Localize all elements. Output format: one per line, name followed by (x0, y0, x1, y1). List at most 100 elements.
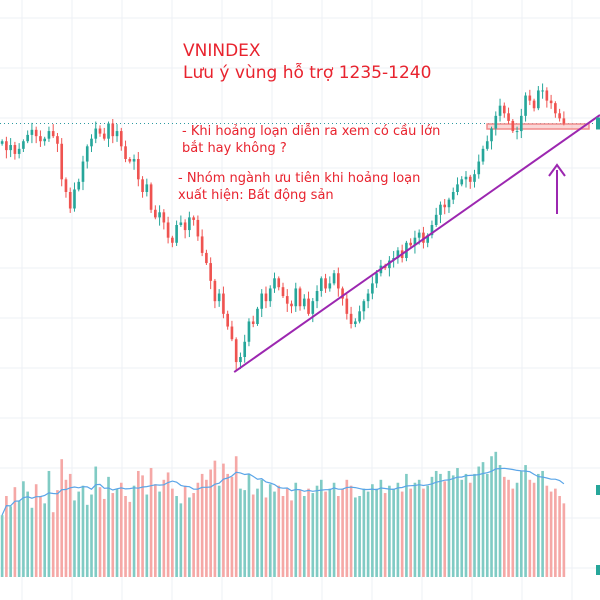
volume-bar (311, 493, 315, 577)
volume-bar (256, 488, 259, 577)
candle-body (56, 136, 59, 144)
volume-bar (307, 488, 310, 577)
candle-body (290, 303, 293, 307)
candle-body (51, 131, 55, 137)
candle-body (39, 136, 42, 142)
volume-bar (345, 479, 349, 577)
volume-marker (596, 565, 600, 575)
volume-bar (243, 490, 247, 577)
candle-body (473, 174, 476, 182)
volume-bar (332, 482, 336, 577)
candle-body (481, 148, 485, 162)
volume-bar (362, 488, 366, 577)
volume-bar (392, 488, 395, 577)
volume-bar (554, 488, 557, 577)
candle-body (268, 288, 272, 302)
volume-bar (273, 491, 276, 577)
candle-body (396, 250, 400, 258)
volume-bar (537, 473, 540, 577)
volume-bar (217, 485, 221, 577)
volume-bar (98, 487, 102, 577)
volume-bar (30, 507, 34, 577)
candle-body (307, 298, 310, 314)
volume-bar (264, 497, 268, 577)
volume-bar (464, 473, 468, 577)
candle-body (26, 134, 29, 142)
volume-bar (56, 490, 59, 577)
candle-body (439, 204, 442, 215)
volume-bar (477, 466, 481, 577)
volume-bar (26, 491, 29, 577)
candle-body (430, 225, 434, 236)
candle-body (85, 146, 89, 162)
volume-bar (507, 479, 510, 577)
volume-bar (230, 476, 234, 577)
volume-bar (119, 482, 123, 577)
volume-bar (51, 512, 55, 577)
volume-bar (124, 496, 127, 577)
volume-bar (426, 485, 430, 577)
candle-body (158, 212, 161, 218)
volume-bar (319, 479, 323, 577)
volume-bar (268, 484, 272, 577)
volume-bar (128, 501, 132, 577)
candle-body (175, 225, 178, 243)
volume-bar (298, 490, 302, 577)
volume-bar (166, 472, 170, 577)
volume-bar (354, 497, 357, 577)
volume-bar (247, 473, 251, 577)
volume-bar (17, 500, 21, 577)
volume-bar (149, 468, 153, 577)
candle-body (273, 278, 276, 289)
candle-body (256, 308, 259, 324)
candle-body (502, 105, 506, 114)
candle-body (145, 184, 149, 192)
volume-bar (175, 496, 178, 577)
volume-bar (371, 484, 374, 577)
volume-bar (9, 506, 12, 577)
volume-bar (490, 456, 493, 577)
volume-bar (447, 470, 451, 577)
candle-body (77, 181, 81, 190)
candle-body (464, 176, 468, 180)
volume-bar (94, 466, 98, 577)
candle-body (541, 90, 544, 92)
candle-body (375, 273, 378, 284)
volume-bar (481, 462, 485, 577)
volume-bar (162, 479, 166, 577)
candle-body (171, 237, 174, 243)
volume-bar (43, 503, 47, 577)
volume-bar (485, 473, 489, 577)
volume-moving-average (1, 467, 565, 516)
volume-bar (171, 488, 174, 577)
volume-bar (22, 481, 25, 577)
volume-bar (532, 482, 536, 577)
volume-bar (324, 491, 327, 577)
candle-body (239, 357, 242, 363)
chart-title: VNINDEX (183, 41, 261, 61)
volume-bar (328, 488, 332, 577)
candle-body (362, 301, 366, 312)
candle-body (166, 222, 170, 238)
volume-bar (366, 491, 370, 577)
volume-bar (290, 500, 293, 577)
volume-bar (239, 488, 242, 577)
candle-body (192, 217, 195, 220)
volume-bar (111, 493, 115, 577)
candle-body (554, 103, 557, 114)
volume-bar (460, 479, 464, 577)
candle-body (226, 313, 229, 327)
volume-bar (209, 469, 212, 577)
candle-body (337, 273, 340, 289)
candle-body (188, 217, 191, 231)
candle-body (328, 283, 332, 289)
candle-body (47, 131, 51, 139)
candle-body (324, 278, 327, 289)
candle-body (345, 298, 349, 314)
volume-bar (417, 479, 421, 577)
candle-body (119, 131, 123, 147)
volume-bar (0, 515, 4, 577)
volume-bar (90, 494, 93, 577)
candle-body (545, 90, 549, 101)
candle-body (447, 199, 451, 208)
